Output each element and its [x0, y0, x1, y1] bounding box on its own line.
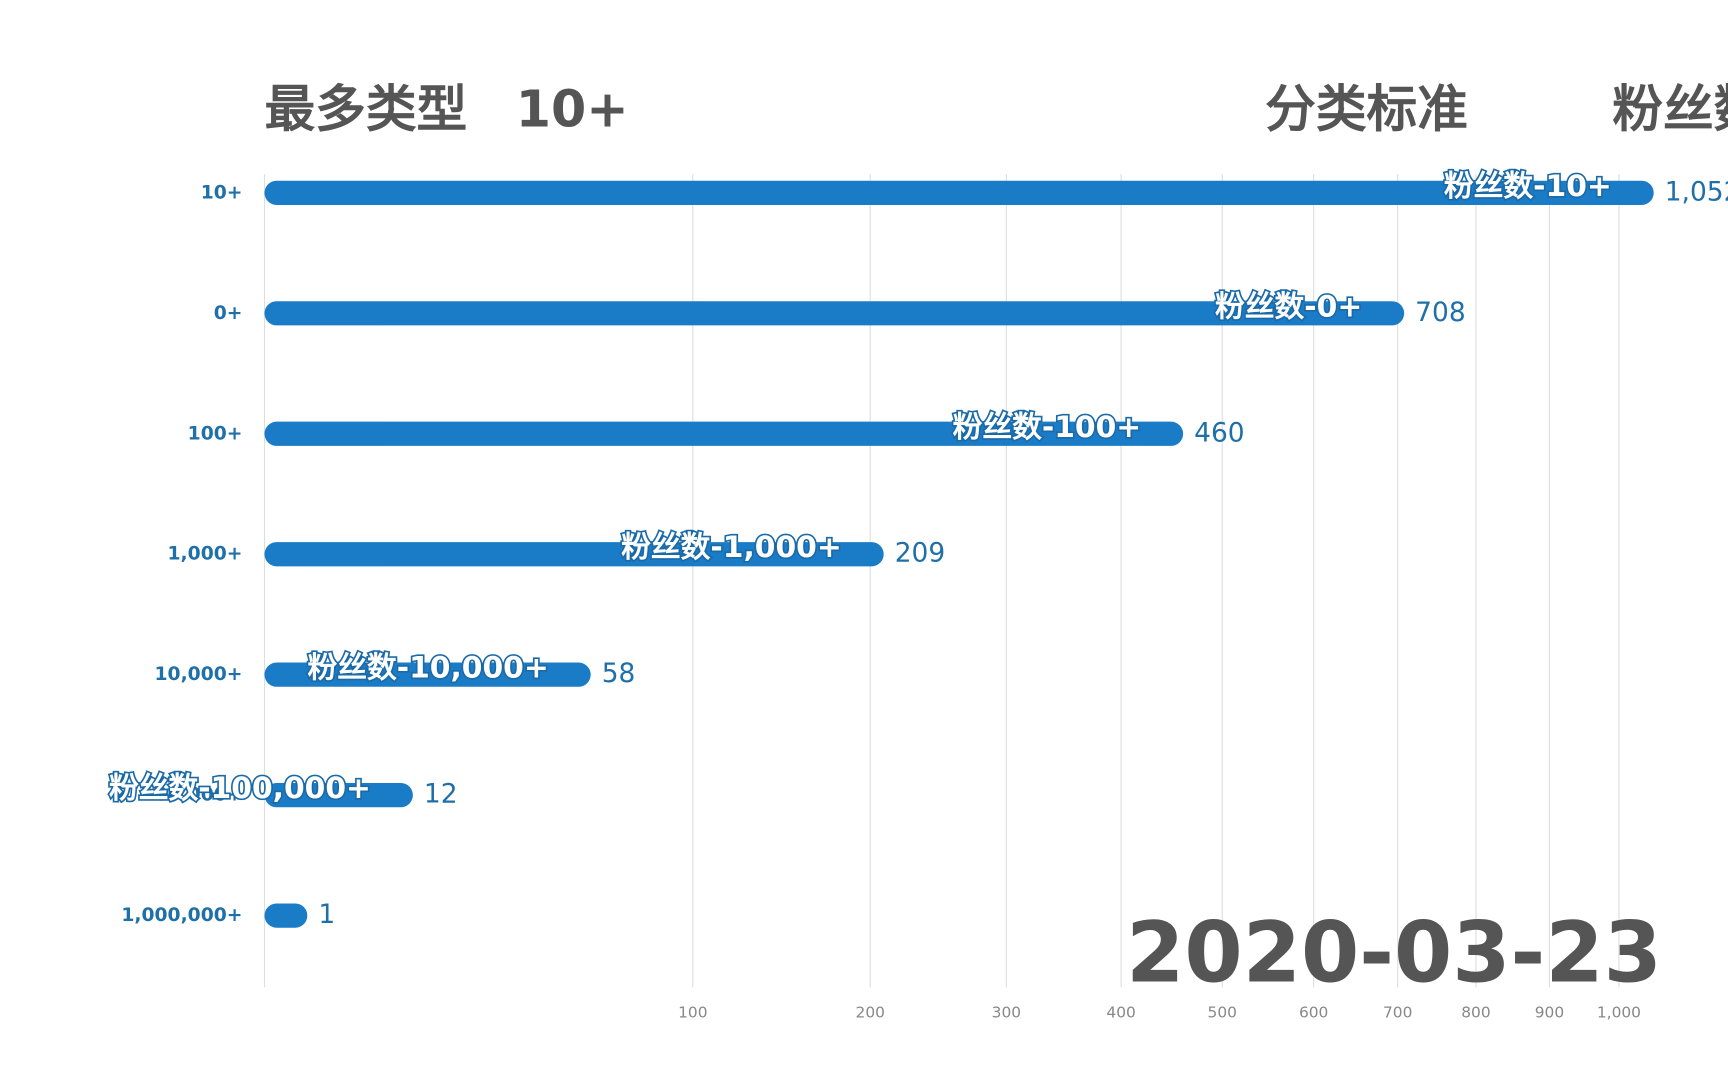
x-tick-label: 1,000	[1597, 1003, 1641, 1021]
bar-label: 粉丝数-10+	[1444, 169, 1612, 204]
bar-label: 粉丝数-0+	[1215, 289, 1362, 324]
value-label: 460	[1194, 417, 1244, 448]
subtitle-value: 粉丝数	[1612, 79, 1728, 138]
y-tick-label: 10+	[201, 182, 243, 203]
y-tick-label: 10,000+	[155, 664, 243, 685]
bar	[264, 783, 413, 808]
y-tick-label: 1,000+	[168, 544, 243, 565]
y-tick-label: 0+	[214, 303, 243, 324]
title-value: 10+	[516, 79, 629, 138]
chart-title: 最多类型	[264, 79, 467, 138]
bar-label: 粉丝数-100,000+	[109, 771, 371, 806]
x-tick-label: 500	[1208, 1003, 1237, 1021]
bar-label: 粉丝数-100+	[953, 410, 1142, 445]
bars: 10+ 1,052 粉丝数-10+ 0+ 708 粉丝数-0+ 100+ 460 粉丝数-100…	[107, 167, 1728, 930]
bar	[264, 301, 1405, 326]
bar-label: 粉丝数-1,000+	[621, 530, 842, 565]
bar	[264, 542, 884, 567]
x-tick-label: 200	[856, 1003, 885, 1021]
bar	[264, 421, 1184, 446]
value-label: 1	[318, 899, 335, 930]
bar	[264, 903, 308, 928]
x-tick-label: 400	[1106, 1003, 1135, 1021]
x-tick-label: 900	[1535, 1003, 1564, 1021]
bar-label: 粉丝数-10,000+	[307, 651, 548, 686]
y-tick-label: 1,000,000+	[121, 905, 242, 926]
x-tick-label: 800	[1461, 1003, 1490, 1021]
y-tick-label: 100,000+	[141, 785, 242, 806]
value-label: 58	[602, 658, 636, 689]
x-tick-label: 100	[678, 1003, 707, 1021]
value-label: 1,052	[1665, 176, 1728, 207]
x-tick-label: 700	[1383, 1003, 1412, 1021]
bar	[264, 662, 591, 687]
date-label: 2020-03-23	[1126, 904, 1662, 1002]
value-label: 209	[895, 538, 945, 569]
bar	[264, 180, 1654, 205]
y-tick-label: 100+	[188, 423, 243, 444]
x-tick-label: 600	[1299, 1003, 1328, 1021]
value-label: 708	[1415, 297, 1465, 328]
x-tick-label: 300	[992, 1003, 1021, 1021]
subtitle-label: 分类标准	[1265, 79, 1468, 138]
value-label: 12	[424, 779, 458, 810]
